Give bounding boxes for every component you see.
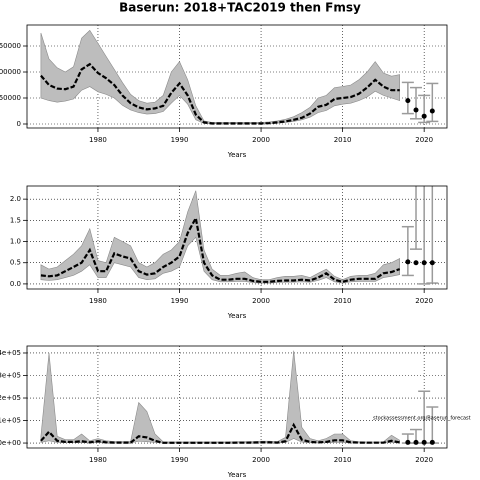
forecast-point: [429, 439, 435, 445]
x-tick-label: 2020: [415, 297, 433, 305]
x-tick-label: 1990: [171, 297, 189, 305]
x-tick-label: 2020: [415, 456, 433, 464]
x-tick-label: 2000: [252, 456, 270, 464]
x-tick-label: 1980: [89, 136, 107, 144]
plot-frame: [26, 345, 448, 449]
forecast-point: [429, 108, 435, 114]
x-axis-label: Years: [227, 312, 247, 320]
median-line: [40, 422, 400, 444]
x-tick-label: 1980: [89, 297, 107, 305]
y-tick-label: 0e+00: [0, 439, 21, 447]
y-tick-label: 2e+05: [0, 394, 21, 402]
plot-frame: [26, 185, 448, 290]
median-line: [40, 62, 400, 125]
y-tick-label: 150000: [0, 42, 21, 50]
plot-area: [40, 186, 439, 285]
confidence-band: [40, 190, 400, 284]
forecast-point: [413, 439, 419, 445]
annotation: stockassessment.org/Baserun_forecast: [373, 416, 471, 422]
forecast-point: [405, 259, 411, 265]
x-tick-label: 2010: [334, 456, 352, 464]
forecast-point: [421, 260, 427, 266]
y-tick-label: 0.5: [10, 259, 21, 267]
forecast-point: [413, 260, 419, 266]
x-tick-label: 2000: [252, 297, 270, 305]
x-tick-label: 1990: [171, 456, 189, 464]
y-tick-label: 1.0: [10, 238, 21, 246]
y-tick-label: 50000: [0, 94, 21, 102]
forecast-point: [421, 113, 427, 119]
forecast-point: [413, 107, 419, 113]
x-axis-label: Years: [227, 151, 247, 159]
x-tick-label: 1980: [89, 456, 107, 464]
x-tick-label: 2010: [334, 297, 352, 305]
y-tick-label: 3e+05: [0, 371, 21, 379]
plot-frame: [26, 24, 448, 129]
forecast-point: [405, 98, 411, 104]
y-tick-label: 100000: [0, 68, 21, 76]
y-tick-label: 0: [17, 120, 21, 128]
y-tick-label: 2.0: [10, 195, 21, 203]
y-tick-label: 1.5: [10, 216, 21, 224]
y-tick-label: 4e+05: [0, 349, 21, 357]
x-axis-label: Years: [227, 471, 247, 479]
y-tick-label: 0.0: [10, 280, 21, 288]
confidence-band: [40, 29, 400, 124]
forecast-point: [429, 260, 435, 266]
forecast-point: [421, 439, 427, 445]
x-tick-label: 2010: [334, 136, 352, 144]
plot-area: [40, 350, 439, 445]
confidence-band: [40, 350, 400, 444]
x-tick-label: 2020: [415, 136, 433, 144]
median-line: [40, 214, 401, 283]
chart-title: Baserun: 2018+TAC2019 then Fmsy: [119, 1, 361, 15]
x-tick-label: 1990: [171, 136, 189, 144]
plot-area: [40, 29, 439, 125]
forecast-point: [405, 439, 411, 445]
y-tick-label: 1e+05: [0, 417, 21, 425]
x-tick-label: 2000: [252, 136, 270, 144]
